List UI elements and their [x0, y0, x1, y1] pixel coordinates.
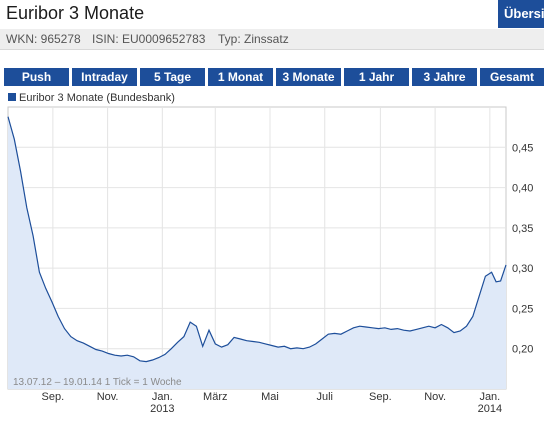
chart-legend: Euribor 3 Monate (Bundesbank) — [8, 92, 175, 104]
y-tick-label: 0,25 — [512, 303, 533, 315]
tab-5-tage[interactable]: 5 Tage — [140, 68, 205, 86]
timeframe-tabs: Push Intraday 5 Tage 1 Monat 3 Monate 1 … — [4, 68, 544, 86]
x-tick-label: Jan. — [479, 391, 500, 403]
x-tick-label: Nov. — [97, 391, 119, 403]
y-tick-label: 0,35 — [512, 223, 533, 235]
x-tick-year-label: 2014 — [478, 403, 502, 415]
tab-1-monat[interactable]: 1 Monat — [208, 68, 273, 86]
tab-1-jahr[interactable]: 1 Jahr — [344, 68, 409, 86]
type-label: Typ: Zinssatz — [218, 32, 289, 46]
x-tick-label: Juli — [316, 391, 333, 403]
y-tick-label: 0,30 — [512, 263, 533, 275]
x-tick-label: März — [203, 391, 227, 403]
tab-3-monate[interactable]: 3 Monate — [276, 68, 341, 86]
overview-button[interactable]: Übersicht — [498, 0, 544, 28]
series-line — [7, 116, 507, 363]
x-tick-label: Nov. — [424, 391, 446, 403]
x-tick-label: Mai — [261, 391, 279, 403]
y-tick-label: 0,20 — [512, 344, 533, 356]
wkn-label: WKN: 965278 — [6, 32, 81, 46]
x-tick-year-label: 2013 — [150, 403, 174, 415]
isin-label: ISIN: EU0009652783 — [92, 32, 206, 46]
page-title: Euribor 3 Monate — [6, 3, 145, 23]
tab-3-jahre[interactable]: 3 Jahre — [412, 68, 477, 86]
x-tick-label: Sep. — [369, 391, 392, 403]
tab-push[interactable]: Push — [4, 68, 69, 86]
x-tick-label: Sep. — [42, 391, 65, 403]
chart-footnote: 13.07.12 – 19.01.14 1 Tick = 1 Woche — [13, 377, 182, 388]
y-tick-label: 0,45 — [512, 142, 533, 154]
x-tick-label: Jan. — [152, 391, 173, 403]
legend-swatch — [8, 93, 16, 101]
legend-label: Euribor 3 Monate (Bundesbank) — [19, 92, 175, 104]
instrument-meta: WKN: 965278 ISIN: EU0009652783 Typ: Zins… — [0, 29, 544, 50]
tab-intraday[interactable]: Intraday — [72, 68, 137, 86]
y-tick-label: 0,40 — [512, 183, 533, 195]
series-area — [8, 116, 506, 389]
tab-gesamt[interactable]: Gesamt — [480, 68, 544, 86]
